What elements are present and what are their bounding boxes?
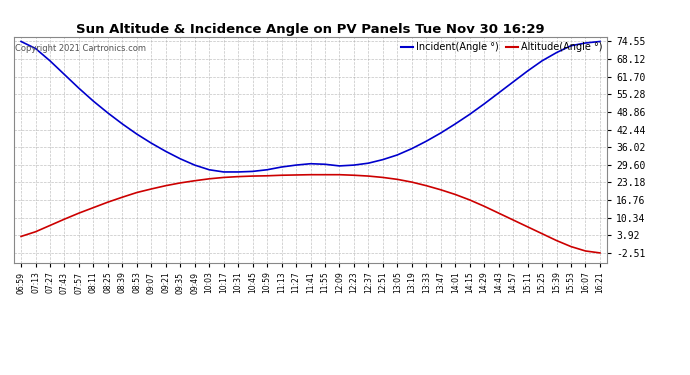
Legend: Incident(Angle °), Altitude(Angle °): Incident(Angle °), Altitude(Angle °) xyxy=(397,39,607,56)
Text: Copyright 2021 Cartronics.com: Copyright 2021 Cartronics.com xyxy=(15,44,146,53)
Title: Sun Altitude & Incidence Angle on PV Panels Tue Nov 30 16:29: Sun Altitude & Incidence Angle on PV Pan… xyxy=(76,23,545,36)
